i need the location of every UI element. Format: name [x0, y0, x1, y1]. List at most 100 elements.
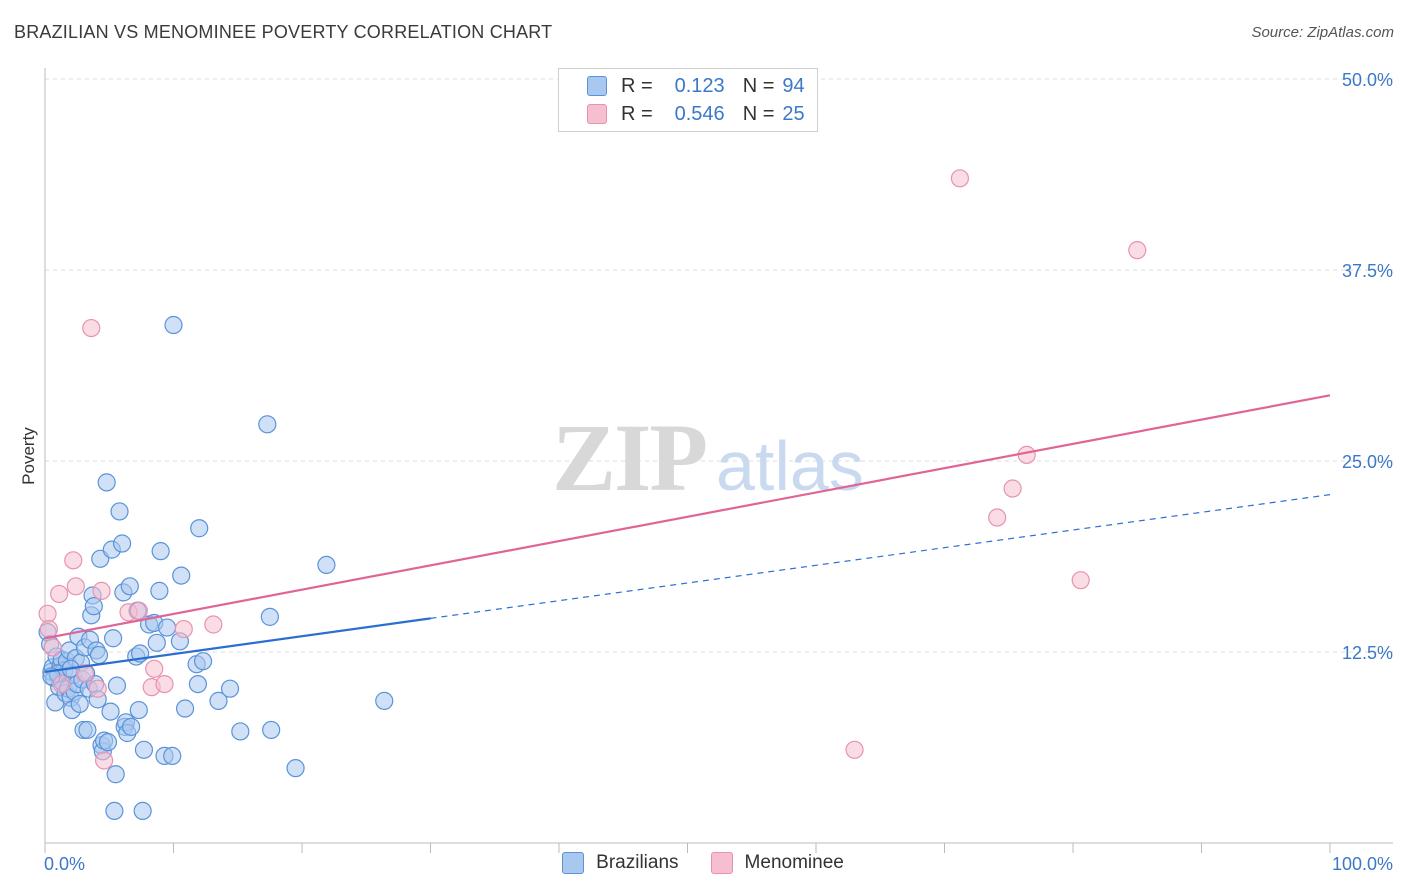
- legend-n-value: 25: [782, 102, 805, 125]
- legend-n-value: 94: [782, 74, 805, 97]
- data-point-menominee: [64, 551, 83, 570]
- data-point-menominee: [92, 581, 111, 600]
- data-point-brazilians: [193, 652, 213, 671]
- watermark-atlas: atlas: [716, 427, 864, 505]
- data-point-menominee: [988, 508, 1007, 527]
- legend-swatch-menominee: [710, 852, 733, 874]
- data-point-brazilians: [151, 542, 170, 561]
- legend-item-brazilians[interactable]: Brazilians: [562, 852, 679, 874]
- data-point-menominee: [204, 615, 223, 634]
- data-point-brazilians: [375, 691, 394, 710]
- data-point-menominee: [38, 604, 57, 623]
- data-point-brazilians: [157, 618, 177, 637]
- data-point-menominee: [50, 584, 69, 604]
- trend-line-brazilians: [44, 617, 431, 673]
- trend-lines: [44, 394, 1331, 673]
- data-point-menominee: [66, 577, 85, 596]
- data-point-menominee: [75, 664, 94, 683]
- data-point-brazilians: [112, 534, 132, 553]
- data-point-menominee: [950, 169, 970, 188]
- data-point-brazilians: [150, 581, 169, 600]
- legend-label-brazilians: Brazilians: [596, 852, 679, 873]
- data-point-brazilians: [317, 555, 336, 575]
- legend-swatch-brazilians: [562, 852, 585, 874]
- x-tick-label: 0.0%: [44, 854, 85, 874]
- legend-r-value: 0.123: [674, 74, 725, 97]
- data-point-menominee: [1003, 479, 1022, 498]
- chart-title: BRAZILIAN VS MENOMINEE POVERTY CORRELATI…: [14, 22, 553, 42]
- data-point-brazilians: [163, 746, 182, 766]
- data-point-menominee: [95, 751, 114, 770]
- data-point-brazilians: [121, 717, 141, 736]
- legend-row-menominee: R = 0.546 N = 25: [587, 102, 805, 126]
- data-point-brazilians: [70, 694, 89, 714]
- series-legend: Brazilians Menominee: [0, 852, 1406, 874]
- data-point-brazilians: [164, 315, 183, 335]
- data-point-menominee: [129, 601, 148, 620]
- data-point-menominee: [1128, 241, 1147, 260]
- legend-row-brazilians: R = 0.123 N = 94: [587, 74, 805, 98]
- data-point-brazilians: [172, 566, 191, 585]
- data-point-menominee: [155, 674, 174, 694]
- legend-swatch-blue: [587, 76, 607, 96]
- data-point-menominee: [52, 674, 71, 694]
- data-point-brazilians: [97, 473, 116, 492]
- data-point-brazilians: [89, 645, 109, 665]
- data-point-brazilians: [133, 801, 152, 821]
- data-point-brazilians: [104, 629, 123, 648]
- data-point-brazilians: [258, 415, 277, 434]
- data-point-menominee: [145, 659, 164, 678]
- data-point-brazilians: [286, 759, 305, 778]
- data-point-brazilians: [120, 577, 139, 596]
- data-point-brazilians: [209, 691, 228, 710]
- legend-item-menominee[interactable]: Menominee: [710, 852, 844, 874]
- data-point-brazilians: [147, 633, 166, 652]
- data-point-brazilians: [260, 607, 279, 626]
- gridlines: [45, 78, 1393, 653]
- watermark-zip: ZIP: [552, 404, 706, 511]
- legend-n-label: N =: [742, 74, 775, 97]
- data-point-menominee: [39, 619, 58, 639]
- data-point-menominee: [845, 740, 864, 759]
- y-axis-label: Poverty: [19, 427, 38, 485]
- data-point-brazilians: [134, 740, 154, 759]
- source-label: Source: ZipAtlas.com: [1251, 24, 1394, 41]
- series-menominee: [38, 169, 1147, 770]
- data-point-brazilians: [105, 801, 124, 821]
- data-point-brazilians: [231, 722, 250, 741]
- data-point-menominee: [43, 638, 62, 657]
- data-point-brazilians: [110, 502, 129, 521]
- data-point-brazilians: [190, 519, 209, 538]
- data-point-menominee: [1071, 571, 1090, 590]
- stats-legend: R = 0.123 N = 94 R = 0.546 N = 25: [558, 68, 818, 132]
- y-tick-label: 37.5%: [1342, 261, 1393, 281]
- y-tick-label: 50.0%: [1342, 70, 1393, 90]
- data-point-menominee: [1017, 445, 1036, 464]
- data-point-brazilians: [220, 679, 240, 698]
- y-tick-label: 12.5%: [1342, 643, 1393, 663]
- y-tick-label: 25.0%: [1342, 452, 1393, 472]
- data-point-brazilians: [98, 733, 118, 752]
- data-point-brazilians: [107, 676, 127, 695]
- legend-r-value: 0.546: [674, 102, 725, 125]
- x-tick-label: 100.0%: [1332, 854, 1393, 874]
- legend-n-label: N =: [742, 102, 775, 125]
- data-point-menominee: [174, 619, 193, 639]
- data-point-menominee: [88, 679, 107, 698]
- trend-line-brazilians-extrapolated: [430, 494, 1331, 619]
- data-point-brazilians: [106, 765, 125, 784]
- data-point-brazilians: [84, 597, 103, 616]
- series-brazilians: [38, 315, 394, 821]
- legend-label-menominee: Menominee: [744, 852, 844, 873]
- data-point-brazilians: [101, 702, 120, 721]
- legend-r-label: R =: [621, 74, 653, 97]
- data-point-brazilians: [175, 699, 195, 718]
- trend-line-menominee: [44, 394, 1331, 640]
- tick-labels: 12.5% 25.0% 37.5% 50.0% 0.0% 100.0%: [44, 70, 1393, 874]
- data-point-brazilians: [78, 720, 97, 740]
- data-point-brazilians: [129, 700, 148, 720]
- axes: [44, 68, 1393, 853]
- legend-swatch-pink: [587, 104, 607, 124]
- legend-r-label: R =: [621, 102, 653, 125]
